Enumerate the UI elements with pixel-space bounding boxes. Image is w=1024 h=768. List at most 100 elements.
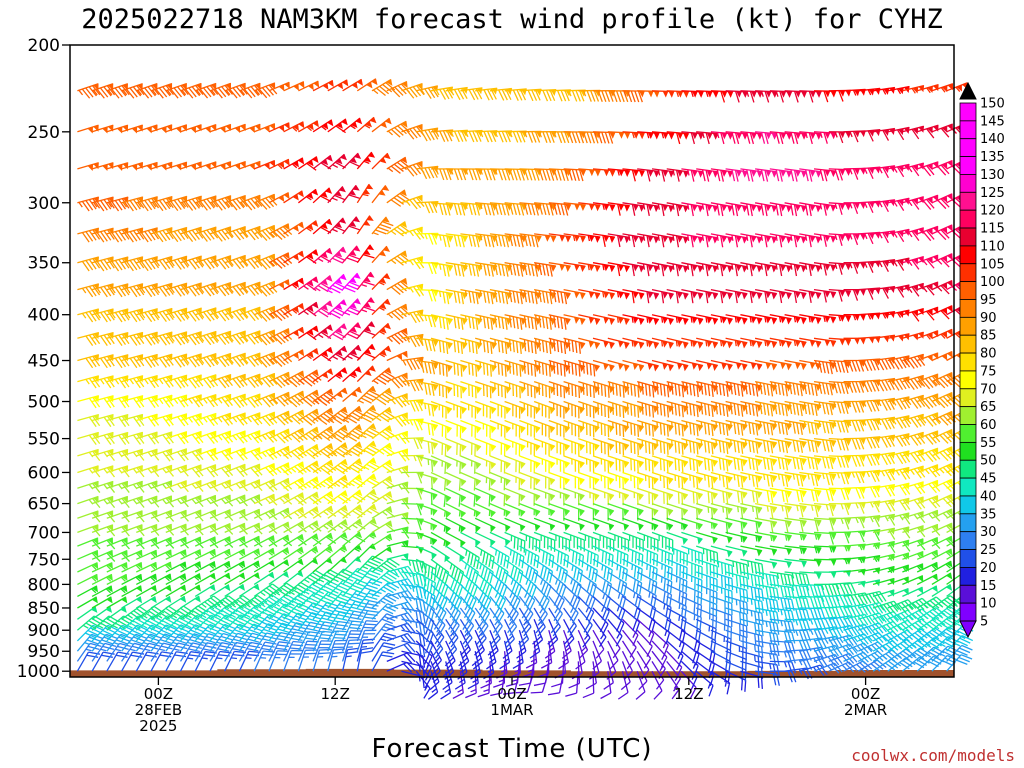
wind-barb [327,490,351,505]
colorbar-segment [959,549,977,568]
wind-barb [194,595,224,610]
colorbar-segment [959,120,977,140]
wind-barb [253,571,275,585]
wind-barb [106,465,130,478]
wind-barb [710,558,734,578]
wind-barb [180,226,204,243]
wind-barb [415,545,437,560]
wind-barb [106,642,131,662]
wind-barb [356,620,378,642]
wind-barb [342,610,366,631]
wind-barb [180,614,208,631]
wind-barb [283,121,305,133]
wind-barb [77,596,98,609]
wind-barb [91,524,116,537]
wind-barb [106,196,130,212]
wind-barb [371,613,398,631]
wind-barb [194,561,216,573]
colorbar-label: 115 [980,222,1005,237]
wind-barb [268,631,293,652]
wind-barb [298,545,319,560]
wind-barb [150,464,174,477]
wind-barb [371,623,397,642]
wind-barb [91,227,115,243]
wind-barb [77,573,99,585]
wind-barb [327,299,347,319]
colorbar-segment [959,209,977,229]
wind-barb [327,217,347,235]
wind-barb [253,560,275,573]
wind-barb [283,477,307,491]
wind-barb [754,288,778,304]
wind-barb [194,255,219,270]
wind-barb [858,287,881,300]
wind-barbs [76,78,975,700]
colorbar-segment [959,584,977,604]
y-tick-label: 550 [28,430,60,450]
wind-barb [106,624,134,642]
wind-barb [356,629,377,652]
wind-barb [401,378,424,392]
colorbar-segment [959,477,977,497]
wind-barb [121,596,143,609]
wind-barb [371,546,393,560]
chart-title: 2025022718 NAM3KM forecast wind profile … [81,4,943,35]
wind-barb [238,614,266,631]
colorbar-label: 95 [980,293,997,308]
colorbar-label: 40 [980,489,997,504]
wind-barb [298,249,319,264]
wind-barb [327,639,347,662]
wind-barb [209,412,234,426]
wind-barb [194,412,219,427]
wind-barb [298,533,322,547]
wind-barb [209,281,233,297]
wind-barb [194,394,219,408]
wind-barb [268,534,293,547]
wind-barb [253,535,278,548]
wind-barb [194,536,219,549]
wind-barb [636,545,659,567]
wind-barb [106,83,130,99]
wind-barb [224,614,252,631]
wind-barb [150,642,175,662]
wind-barb [106,495,130,509]
wind-barb [194,124,217,134]
wind-barb [386,448,410,462]
wind-barb [135,585,157,597]
wind-barb [592,202,616,212]
wind-barb [563,545,585,568]
wind-barb [268,559,290,573]
wind-barb [312,459,337,476]
wind-barb [136,480,160,493]
wind-barb [696,262,719,277]
wind-barb [725,288,748,304]
wind-barb [327,186,346,204]
wind-barb [194,572,216,585]
wind-barb [91,465,115,478]
wind-barb [165,226,189,243]
wind-barb [371,322,391,339]
wind-barb [563,571,582,597]
wind-barb [356,215,374,235]
wind-barb [858,260,881,273]
wind-barb [180,161,202,171]
wind-barb [386,278,411,296]
wind-barb [371,273,391,291]
wind-barb [342,344,362,361]
wind-barb [356,567,383,585]
wind-barb [356,297,375,316]
wind-barb [651,262,675,277]
wind-barb [77,448,101,462]
wind-barb [253,372,278,388]
wind-barb [356,543,377,560]
wind-barb [312,601,339,620]
wind-barb [298,369,322,387]
colorbar-segment [959,334,977,354]
wind-barb [150,227,174,243]
wind-barb [268,223,293,240]
wind-barb [224,393,248,409]
colorbar-label: 90 [980,311,997,326]
wind-barb [77,354,101,369]
wind-barb [238,632,264,652]
